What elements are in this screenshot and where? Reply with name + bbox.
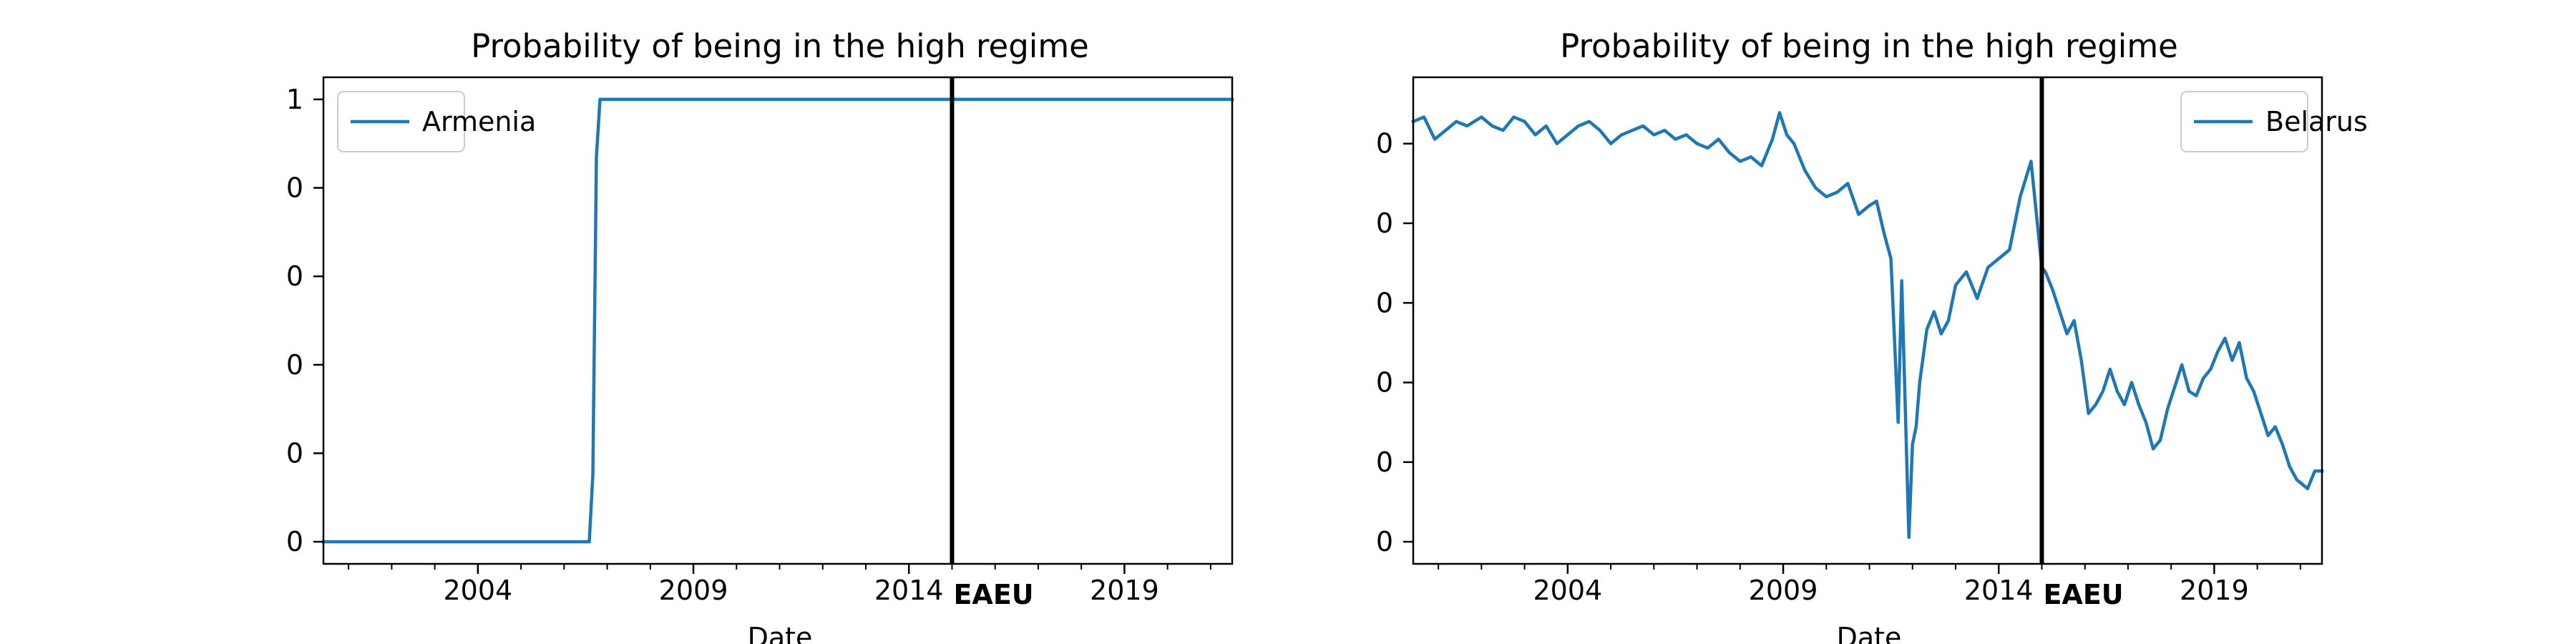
x-tick-label-armenia: 2019 [1090,575,1159,606]
y-tick-label-armenia: 0 [286,172,303,204]
y-tick-label-belarus: 0 [1376,526,1393,557]
y-tick-label-belarus: 0 [1376,128,1393,160]
legend-label-belarus: Belarus [2265,106,2368,137]
x-tick-label-armenia: 2009 [659,575,728,606]
y-tick-label-belarus: 0 [1376,208,1393,239]
x-tick-label-belarus: 2009 [1749,575,1818,606]
y-tick-label-armenia: 0 [286,526,303,557]
legend-armenia: Armenia [337,91,536,152]
chart-armenia: Probability of being in the high regime … [286,27,1234,644]
y-tick-label-belarus: 0 [1376,287,1393,318]
x-axis-label-belarus: Date [1837,622,1902,644]
y-tick-label-armenia: 0 [286,437,303,469]
chart-belarus: Probability of being in the high regime … [1376,27,2368,644]
y-tick-label-armenia: 0 [286,349,303,381]
series-line-belarus [1411,111,2324,540]
series-line-armenia [321,97,1234,544]
y-tick-label-belarus: 0 [1376,367,1393,399]
legend-label-armenia: Armenia [422,106,536,137]
axes-frame-belarus [1412,76,2323,565]
x-tick-label-belarus: 2019 [2180,575,2249,606]
y-tick-label-belarus: 0 [1376,447,1393,478]
y-tick-label-armenia: 1 [286,84,303,115]
eaeu-label-armenia: EAEU [953,579,1033,610]
plot-area-armenia: 2004 2009 2014 2019 0 0 0 0 0 1 EAEU Armenia [286,76,1234,610]
chart-title-belarus: Probability of being in the high regime [1560,27,2178,65]
x-tick-label-armenia: 2014 [874,575,944,606]
x-axis-label-armenia: Date [748,622,813,644]
axes-frame-armenia [322,76,1234,565]
y-tick-label-armenia: 0 [286,260,303,292]
x-tick-label-belarus: 2004 [1533,575,1602,606]
x-tick-label-belarus: 2014 [1964,575,2034,606]
eaeu-label-belarus: EAEU [2043,579,2123,610]
plot-area-belarus: 2004 2009 2014 2019 0 0 0 0 0 0 EAEU Belarus [1376,76,2368,610]
x-tick-label-armenia: 2004 [443,575,512,606]
chart-title-armenia: Probability of being in the high regime [471,27,1089,65]
legend-belarus: Belarus [2180,91,2368,152]
